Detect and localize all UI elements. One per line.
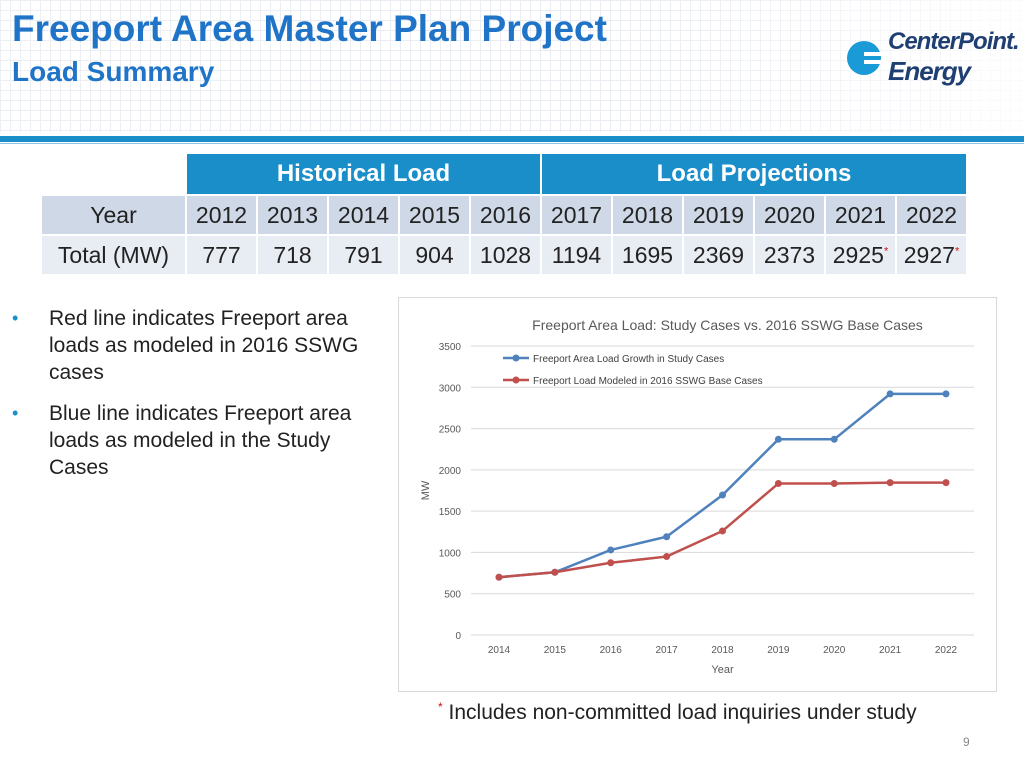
y-tick-label: 2500: [439, 425, 462, 436]
data-point-0: [663, 533, 671, 541]
logo-wordmark-top: CenterPoint.: [888, 28, 1020, 55]
table-group-header-row: Historical Load Load Projections: [42, 154, 966, 194]
x-tick-label: 2022: [935, 645, 958, 656]
load-summary-table: Historical Load Load Projections Year 20…: [40, 152, 968, 276]
y-tick-label: 2000: [439, 466, 462, 477]
year-cell: 2019: [684, 196, 753, 234]
legend-marker-1: [512, 376, 520, 384]
total-cell: 718: [258, 236, 327, 274]
total-cell: 1028: [471, 236, 540, 274]
x-tick-label: 2018: [711, 645, 734, 656]
year-cell: 2018: [613, 196, 682, 234]
bullet-dot-icon: •: [12, 403, 19, 423]
x-tick-label: 2015: [544, 645, 567, 656]
logo-circle-icon: [847, 41, 886, 75]
y-tick-label: 3000: [439, 383, 462, 394]
asterisk-mark: *: [883, 244, 889, 257]
x-tick-label: 2019: [767, 645, 790, 656]
historical-load-header: Historical Load: [187, 154, 540, 194]
footnote-mark: *: [438, 700, 443, 714]
data-point-0: [607, 546, 615, 554]
data-point-1: [495, 573, 503, 581]
table-corner-cell: [42, 154, 185, 194]
total-cell-2021: 2925*: [826, 236, 895, 274]
footnote: * Includes non-committed load inquiries …: [438, 700, 917, 725]
data-point-0: [942, 390, 950, 398]
series-line-0: [498, 392, 946, 579]
year-cell: 2016: [471, 196, 540, 234]
x-tick-label: 2021: [879, 645, 902, 656]
legend-label-0: Freeport Area Load Growth in Study Cases: [533, 354, 724, 365]
legend-label-1: Freeport Load Modeled in 2016 SSWG Base …: [533, 376, 763, 387]
page-number: 9: [963, 735, 970, 749]
bullet-text: Red line indicates Freeport area loads a…: [49, 307, 359, 384]
logo-wordmark-bottom: Energy: [888, 56, 971, 86]
y-tick-label: 1000: [439, 548, 462, 559]
year-cell: 2015: [400, 196, 469, 234]
footnote-text: Includes non-committed load inquiries un…: [448, 701, 917, 724]
y-tick-label: 0: [455, 631, 461, 642]
y-tick-label: 500: [444, 590, 461, 601]
total-cell: 777: [187, 236, 256, 274]
total-cell: 2369: [684, 236, 753, 274]
total-cell: 1695: [613, 236, 682, 274]
y-tick-label: 3500: [439, 342, 462, 353]
year-cell: 2022: [897, 196, 966, 234]
data-point-0: [886, 390, 894, 398]
total-row-label: Total (MW): [42, 236, 185, 274]
x-axis-label: Year: [711, 664, 734, 676]
table-year-row: Year 2012 2013 2014 2015 2016 2017 2018 …: [42, 196, 966, 234]
x-tick-label: 2014: [488, 645, 511, 656]
header-divider: [0, 136, 1024, 142]
data-point-1: [663, 553, 671, 561]
data-point-1: [607, 559, 615, 567]
total-cell: 791: [329, 236, 398, 274]
bullet-dot-icon: •: [12, 308, 19, 328]
load-line-chart: Freeport Area Load: Study Cases vs. 2016…: [420, 317, 974, 676]
year-cell: 2013: [258, 196, 327, 234]
chart-title: Freeport Area Load: Study Cases vs. 2016…: [532, 317, 923, 333]
bullet-item-blue-line: • Blue line indicates Freeport area load…: [12, 400, 392, 481]
bullet-item-red-line: • Red line indicates Freeport area loads…: [12, 305, 392, 386]
data-point-1: [774, 479, 782, 487]
bullet-list: • Red line indicates Freeport area loads…: [12, 305, 392, 495]
year-row-label: Year: [42, 196, 185, 234]
data-point-1: [942, 479, 950, 487]
header-divider-thin: [0, 143, 1024, 144]
centerpoint-logo: CenterPoint. Energy: [846, 26, 1020, 92]
page-subtitle: Load Summary: [12, 56, 215, 87]
load-projections-header: Load Projections: [542, 154, 966, 194]
data-point-1: [830, 479, 838, 487]
data-point-0: [830, 435, 838, 443]
total-value: 2927: [903, 241, 955, 268]
asterisk-mark: *: [954, 244, 960, 257]
total-cell: 1194: [542, 236, 611, 274]
data-point-1: [719, 527, 726, 535]
total-cell: 2373: [755, 236, 824, 274]
y-axis-label: MW: [420, 480, 432, 500]
x-tick-label: 2016: [600, 645, 623, 656]
data-point-1: [886, 479, 894, 487]
year-cell: 2020: [755, 196, 824, 234]
total-cell: 904: [400, 236, 469, 274]
data-point-0: [719, 491, 726, 499]
data-point-1: [551, 568, 559, 576]
y-tick-label: 1500: [439, 507, 462, 518]
year-cell: 2017: [542, 196, 611, 234]
load-chart-panel: Freeport Area Load: Study Cases vs. 2016…: [398, 297, 997, 692]
x-tick-label: 2017: [656, 645, 679, 656]
year-cell: 2014: [329, 196, 398, 234]
year-cell: 2012: [187, 196, 256, 234]
total-cell-2022: 2927*: [897, 236, 966, 274]
table-total-row: Total (MW) 777 718 791 904 1028 1194 169…: [42, 236, 966, 274]
legend-marker-0: [512, 354, 520, 362]
page-title: Freeport Area Master Plan Project: [12, 8, 607, 49]
bullet-text: Blue line indicates Freeport area loads …: [49, 402, 352, 479]
total-value: 2925: [832, 241, 884, 268]
year-cell: 2021: [826, 196, 895, 234]
data-point-0: [774, 435, 782, 443]
x-tick-label: 2020: [823, 645, 846, 656]
